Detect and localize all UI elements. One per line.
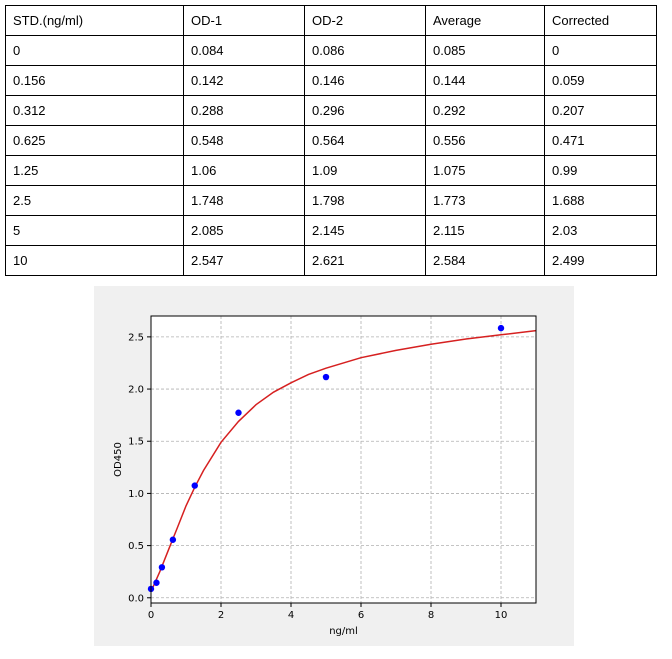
fitted-curve-line bbox=[150, 329, 537, 592]
chart-svg: 0 2 4 6 8 10 0.0 0.5 1.0 1.5 2.0 2.5 ng/ml OD450 bbox=[113, 315, 537, 637]
cell-corrected: 0.059 bbox=[544, 65, 657, 96]
cell-od1: 0.548 bbox=[183, 125, 305, 156]
cell-corrected: 0.99 bbox=[544, 155, 657, 186]
cell-od2: 0.564 bbox=[304, 125, 426, 156]
cell-od1: 2.085 bbox=[183, 215, 305, 246]
cell-od2: 1.798 bbox=[304, 185, 426, 216]
cell-average: 0.144 bbox=[425, 65, 545, 96]
table-row: 0.312 0.288 0.296 0.292 0.207 bbox=[5, 95, 657, 126]
table-row: 10 2.547 2.621 2.584 2.499 bbox=[5, 245, 657, 276]
x-axis-label: ng/ml bbox=[329, 626, 358, 637]
table-row: 0.156 0.142 0.146 0.144 0.059 bbox=[5, 65, 657, 96]
cell-od1: 1.06 bbox=[183, 155, 305, 186]
y-tick-label: 0.5 bbox=[128, 541, 144, 552]
cell-od2: 0.086 bbox=[304, 35, 426, 66]
cell-od1: 0.142 bbox=[183, 65, 305, 96]
table-row: 0 0.084 0.086 0.085 0 bbox=[5, 35, 657, 66]
tick-layer: 0 2 4 6 8 10 0.0 0.5 1.0 1.5 2.0 2.5 bbox=[128, 332, 507, 621]
column-header-average: Average bbox=[425, 5, 545, 36]
standard-curve-table: STD.(ng/ml) OD-1 OD-2 Average Corrected … bbox=[5, 5, 657, 276]
table-row: 2.5 1.748 1.798 1.773 1.688 bbox=[5, 185, 657, 216]
cell-corrected: 0.471 bbox=[544, 125, 657, 156]
table-row: 5 2.085 2.145 2.115 2.03 bbox=[5, 215, 657, 246]
cell-average: 1.075 bbox=[425, 155, 545, 186]
cell-corrected: 0 bbox=[544, 35, 657, 66]
column-header-od1: OD-1 bbox=[183, 5, 305, 36]
cell-od2: 0.146 bbox=[304, 65, 426, 96]
grid-layer bbox=[150, 316, 536, 603]
x-tick-label: 4 bbox=[288, 610, 294, 621]
table-header-row: STD.(ng/ml) OD-1 OD-2 Average Corrected bbox=[5, 5, 657, 36]
cell-od1: 0.084 bbox=[183, 35, 305, 66]
data-point bbox=[153, 579, 160, 586]
y-tick-label: 2.5 bbox=[128, 332, 144, 343]
cell-std: 0.625 bbox=[5, 125, 184, 156]
column-header-corrected: Corrected bbox=[544, 5, 657, 36]
cell-od1: 2.547 bbox=[183, 245, 305, 276]
column-header-std: STD.(ng/ml) bbox=[5, 5, 184, 36]
standard-curve-chart: 0 2 4 6 8 10 0.0 0.5 1.0 1.5 2.0 2.5 ng/ml OD450 bbox=[94, 286, 574, 646]
plot-area bbox=[151, 316, 536, 603]
cell-od2: 1.09 bbox=[304, 155, 426, 186]
cell-average: 2.115 bbox=[425, 215, 545, 246]
x-tick-label: 0 bbox=[148, 610, 154, 621]
cell-average: 0.085 bbox=[425, 35, 545, 66]
data-point bbox=[191, 482, 198, 489]
cell-average: 2.584 bbox=[425, 245, 545, 276]
cell-corrected: 2.499 bbox=[544, 245, 657, 276]
cell-od1: 0.288 bbox=[183, 95, 305, 126]
x-tick-label: 10 bbox=[495, 610, 508, 621]
cell-average: 0.556 bbox=[425, 125, 545, 156]
x-tick-label: 8 bbox=[428, 610, 434, 621]
y-tick-label: 1.0 bbox=[128, 489, 144, 500]
cell-std: 2.5 bbox=[5, 185, 184, 216]
x-tick-label: 6 bbox=[358, 610, 364, 621]
cell-std: 0.156 bbox=[5, 65, 184, 96]
column-header-od2: OD-2 bbox=[304, 5, 426, 36]
cell-od2: 2.145 bbox=[304, 215, 426, 246]
cell-corrected: 1.688 bbox=[544, 185, 657, 216]
cell-corrected: 2.03 bbox=[544, 215, 657, 246]
plot-frame bbox=[150, 315, 537, 604]
y-tick-label: 2.0 bbox=[128, 385, 144, 396]
cell-std: 0.312 bbox=[5, 95, 184, 126]
data-point bbox=[497, 324, 505, 332]
table-row: 1.25 1.06 1.09 1.075 0.99 bbox=[5, 155, 657, 186]
cell-od1: 1.748 bbox=[183, 185, 305, 216]
curve-layer bbox=[150, 329, 537, 592]
cell-od2: 0.296 bbox=[304, 95, 426, 126]
cell-std: 10 bbox=[5, 245, 184, 276]
cell-average: 0.292 bbox=[425, 95, 545, 126]
cell-od2: 2.621 bbox=[304, 245, 426, 276]
x-tick-label: 2 bbox=[218, 610, 224, 621]
data-point bbox=[235, 409, 242, 416]
cell-average: 1.773 bbox=[425, 185, 545, 216]
y-tick-label: 0.0 bbox=[128, 593, 144, 604]
data-point bbox=[169, 536, 177, 543]
cell-corrected: 0.207 bbox=[544, 95, 657, 126]
y-axis-label: OD450 bbox=[113, 442, 124, 477]
cell-std: 1.25 bbox=[5, 155, 184, 186]
cell-std: 5 bbox=[5, 215, 184, 246]
y-tick-label: 1.5 bbox=[128, 437, 144, 448]
data-point bbox=[322, 373, 330, 381]
table-row: 0.625 0.548 0.564 0.556 0.471 bbox=[5, 125, 657, 156]
cell-std: 0 bbox=[5, 35, 184, 66]
data-point bbox=[158, 564, 166, 571]
